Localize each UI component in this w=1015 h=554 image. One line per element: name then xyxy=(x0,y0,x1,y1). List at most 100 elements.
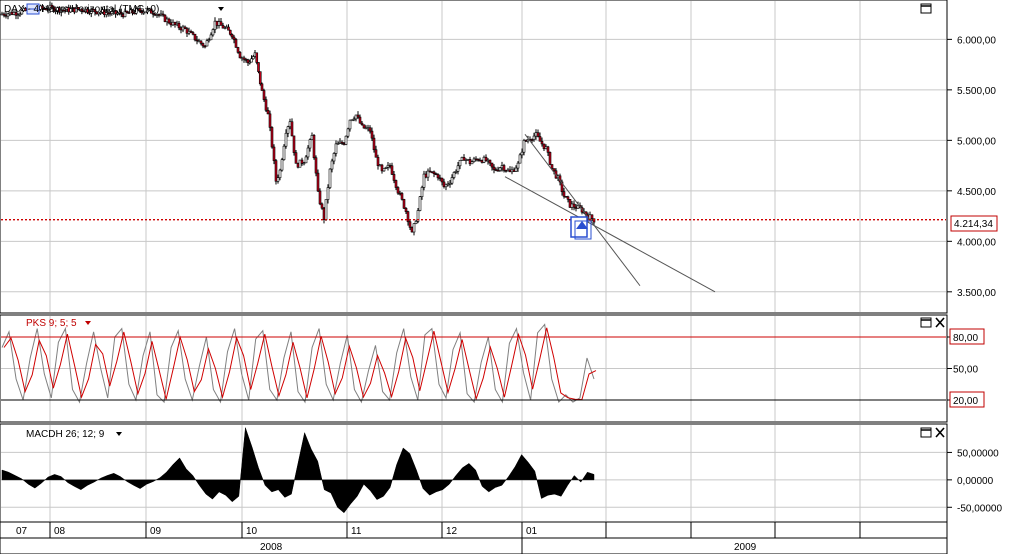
dropdown-icon[interactable] xyxy=(116,432,122,436)
candle-body xyxy=(426,170,430,178)
candle-body xyxy=(215,20,219,26)
candle-body xyxy=(304,156,308,164)
candle-body xyxy=(306,147,310,158)
candle-body xyxy=(404,207,408,212)
candle-body xyxy=(590,214,594,220)
close-icon[interactable] xyxy=(935,427,945,438)
candle-body xyxy=(542,143,546,149)
candle-body xyxy=(240,57,244,60)
candle-body xyxy=(282,145,286,160)
pks-tick-label: 50,00 xyxy=(953,365,978,376)
candle-body xyxy=(492,166,496,170)
x-year-label: 2009 xyxy=(734,542,757,553)
candle-body xyxy=(360,122,364,126)
candle-body xyxy=(380,164,384,172)
candle-body xyxy=(228,29,232,35)
close-icon[interactable] xyxy=(935,317,945,328)
candle-body xyxy=(175,22,179,26)
candle-body xyxy=(450,177,454,184)
candle-body xyxy=(394,180,398,188)
pks-pane-header: PKS 9; 5; 5 xyxy=(26,317,945,329)
candle-body xyxy=(518,154,522,164)
candle-body xyxy=(46,9,50,11)
candle-body xyxy=(550,164,554,169)
candle-body xyxy=(50,4,54,8)
candle-body xyxy=(48,4,52,10)
candle-body xyxy=(181,26,185,31)
candle-body xyxy=(472,158,476,162)
x-month-label: 07 xyxy=(16,526,28,537)
candle-body xyxy=(230,34,234,38)
pks-tick-label: 80,00 xyxy=(953,333,978,344)
candle-body xyxy=(280,159,284,171)
candle-body xyxy=(20,10,24,15)
price-pane-title[interactable]: DAX - 4 Hours Horizontal (TMG+0) xyxy=(4,4,159,15)
candle-body xyxy=(314,157,318,174)
candle-body xyxy=(103,9,106,15)
candle-body xyxy=(484,156,488,161)
candle-body xyxy=(326,187,330,200)
candle-body xyxy=(221,25,225,29)
candle-body xyxy=(344,135,348,145)
pks-pane-title[interactable]: PKS 9; 5; 5 xyxy=(26,318,77,329)
candle-body xyxy=(205,40,209,47)
candle-body xyxy=(372,137,376,151)
y-tick-label: 3.500,00 xyxy=(957,288,996,299)
price-y-axis: 6.000,00 5.500,00 5.000,00 4.500,00 4.000,00… xyxy=(947,35,996,299)
candle-body xyxy=(346,128,350,137)
chart-icon[interactable] xyxy=(26,3,40,15)
candle-body xyxy=(396,187,400,194)
candle-body xyxy=(562,191,566,197)
candle-body xyxy=(238,52,242,59)
candle-body xyxy=(312,135,316,159)
candle-body xyxy=(348,119,352,130)
candle-body xyxy=(402,199,406,209)
candle-body xyxy=(140,10,144,14)
candle-body xyxy=(284,132,288,147)
candle-body xyxy=(440,177,444,183)
candle-body xyxy=(146,9,149,13)
candle-body xyxy=(520,151,524,156)
maximize-icon[interactable] xyxy=(920,3,932,14)
candle-body xyxy=(134,8,138,14)
candle-body xyxy=(434,173,438,175)
x-month-label: 09 xyxy=(150,526,162,537)
candle-body xyxy=(232,36,236,40)
candle-body xyxy=(272,146,276,161)
candle-body xyxy=(189,31,193,33)
candle-body xyxy=(462,157,466,161)
candle-body xyxy=(14,12,18,16)
trendline[interactable] xyxy=(504,176,716,293)
candle-body xyxy=(274,160,278,182)
candle-body xyxy=(358,116,362,124)
candle-body xyxy=(278,169,282,178)
candle-body xyxy=(568,198,572,208)
candle-body xyxy=(444,184,448,188)
dropdown-icon[interactable] xyxy=(218,7,224,11)
candle-body xyxy=(552,168,556,172)
last-price-label: 4.214,34 xyxy=(954,219,993,230)
dropdown-icon[interactable] xyxy=(85,321,91,325)
candle-body xyxy=(290,121,294,137)
trendline[interactable] xyxy=(524,133,641,287)
candle-body xyxy=(432,171,436,174)
candle-body xyxy=(151,12,155,15)
candle-body xyxy=(191,32,195,35)
candle-body xyxy=(276,177,280,182)
candle-body xyxy=(302,162,306,165)
candle-body xyxy=(246,59,250,64)
candle-body xyxy=(138,8,142,11)
candle-body xyxy=(350,119,354,122)
macdh-tick-label: -50,00000 xyxy=(957,503,1002,514)
marker-icon[interactable] xyxy=(570,216,592,240)
candle-body xyxy=(63,9,67,12)
candle-body xyxy=(179,27,183,31)
candle-body xyxy=(18,13,22,16)
candle-body xyxy=(131,9,134,14)
candle-body xyxy=(332,153,336,162)
candle-body xyxy=(197,40,201,43)
pks-y-axis: 80,00 50,00 20,00 xyxy=(947,328,985,408)
macdh-pane-title[interactable]: MACDH 26; 12; 9 xyxy=(26,429,105,440)
maximize-icon[interactable] xyxy=(920,317,932,328)
maximize-icon[interactable] xyxy=(920,427,932,438)
